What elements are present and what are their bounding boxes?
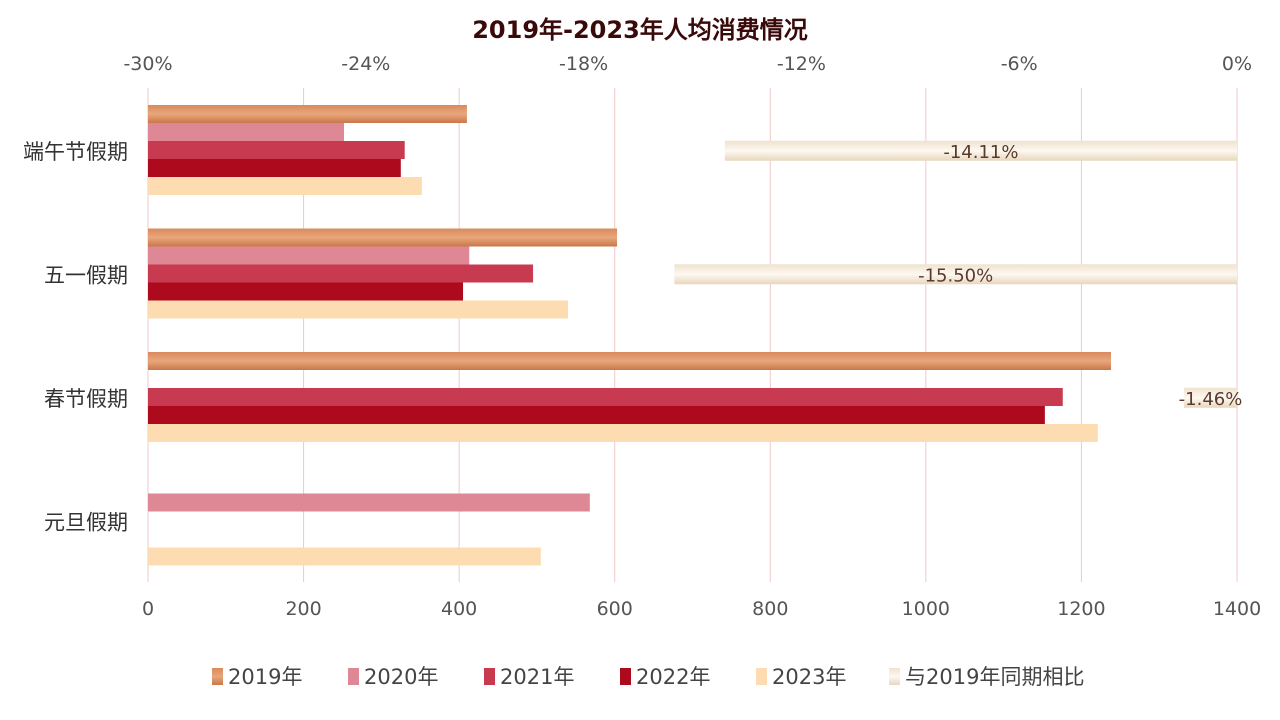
legend-swatch bbox=[348, 668, 359, 685]
x2-tick-label: -12% bbox=[777, 53, 826, 75]
bar bbox=[148, 177, 422, 195]
x2-tick-label: -6% bbox=[1001, 53, 1038, 75]
legend-swatch bbox=[620, 668, 631, 685]
comparison-label: -1.46% bbox=[1179, 389, 1243, 410]
comparison-label: -15.50% bbox=[918, 265, 993, 286]
comparison-bar bbox=[1184, 387, 1237, 408]
chart-title: 2019年-2023年人均消费情况 bbox=[472, 16, 808, 44]
bar bbox=[148, 352, 1111, 370]
x-tick-label: 1400 bbox=[1213, 598, 1261, 620]
x-tick-label: 800 bbox=[752, 598, 788, 620]
top-axis-ticks: -30% -24% -18% -12% -6% 0% bbox=[123, 53, 1252, 75]
bar bbox=[148, 105, 467, 123]
bar bbox=[148, 246, 470, 265]
comparison-bar bbox=[724, 140, 1237, 161]
x2-tick-label: -24% bbox=[341, 53, 390, 75]
bar bbox=[148, 424, 1098, 442]
bar bbox=[148, 388, 1063, 406]
x-tick-label: 1200 bbox=[1057, 598, 1105, 620]
x2-tick-label: -18% bbox=[559, 53, 608, 75]
legend-label: 2023年 bbox=[772, 665, 846, 689]
bar bbox=[148, 300, 569, 319]
x-tick-label: 1000 bbox=[902, 598, 950, 620]
bar bbox=[148, 141, 405, 159]
legend-label: 2021年 bbox=[500, 665, 574, 689]
x-tick-label: 200 bbox=[285, 598, 321, 620]
comparison-label: -14.11% bbox=[943, 142, 1018, 163]
category-label: 元旦假期 bbox=[44, 510, 128, 534]
category-label: 春节假期 bbox=[44, 387, 128, 411]
x-tick-label: 600 bbox=[597, 598, 633, 620]
bar bbox=[148, 264, 534, 283]
legend-label: 与2019年同期相比 bbox=[905, 665, 1084, 689]
x-tick-label: 0 bbox=[142, 598, 154, 620]
legend-label: 2019年 bbox=[228, 665, 302, 689]
bar bbox=[148, 228, 618, 247]
legend-label: 2022年 bbox=[636, 665, 710, 689]
legend: 2019年 2020年 2021年 2022年 2023年 与2019年同期相比 bbox=[212, 665, 1084, 689]
bar bbox=[148, 406, 1045, 424]
bar bbox=[148, 493, 590, 512]
legend-swatch bbox=[484, 668, 495, 685]
bar bbox=[148, 123, 345, 141]
legend-label: 2020年 bbox=[364, 665, 438, 689]
category-label: 端午节假期 bbox=[23, 140, 128, 164]
comparison-bars bbox=[674, 140, 1237, 408]
comparison-labels: -14.11% -15.50% -1.46% bbox=[918, 142, 1242, 410]
x2-tick-label: 0% bbox=[1222, 53, 1252, 75]
value-bars bbox=[148, 105, 1111, 566]
legend-swatch bbox=[756, 668, 767, 685]
bar bbox=[148, 282, 464, 301]
bar bbox=[148, 547, 541, 566]
category-label: 五一假期 bbox=[44, 263, 128, 287]
comparison-bar bbox=[674, 264, 1237, 285]
x-tick-label: 400 bbox=[441, 598, 477, 620]
x2-tick-label: -30% bbox=[123, 53, 172, 75]
legend-swatch bbox=[212, 668, 223, 685]
legend-swatch bbox=[889, 668, 900, 685]
bottom-axis-ticks: 0 200 400 600 800 1000 1200 1400 bbox=[142, 598, 1261, 620]
bar bbox=[148, 159, 401, 177]
